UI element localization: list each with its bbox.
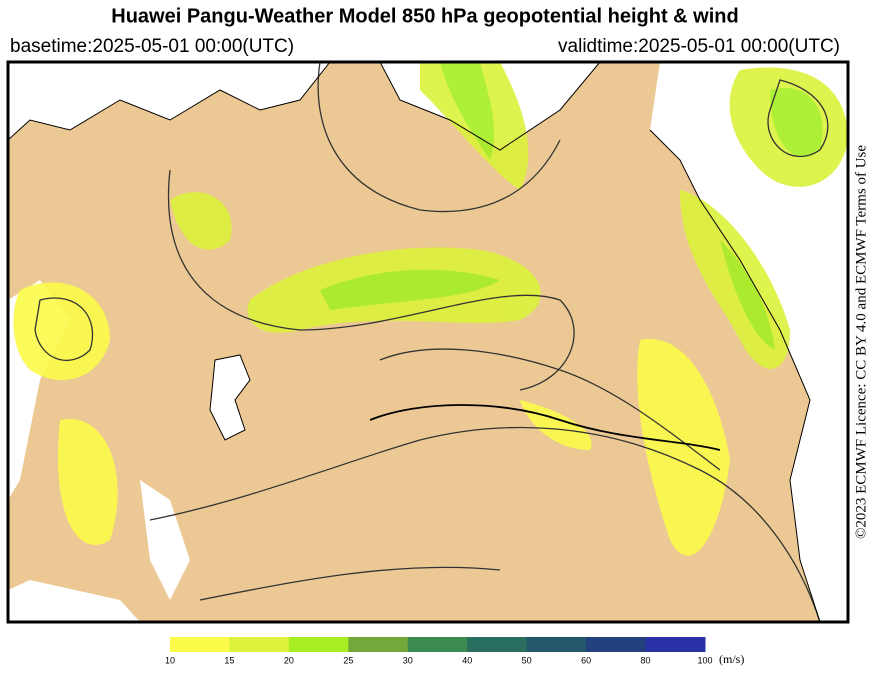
pacific xyxy=(650,62,848,622)
map xyxy=(6,60,850,624)
credit: ©2023 ECMWF Licence: CC BY 4.0 and ECMWF… xyxy=(853,145,869,539)
arctic-sea xyxy=(8,62,330,140)
colorbar-segment xyxy=(348,637,409,652)
colorbar-tick-label: 20 xyxy=(284,655,294,665)
colorbar-unit: (m/s) xyxy=(719,652,744,666)
colorbar-segment xyxy=(645,637,706,652)
colorbar-tick-label: 25 xyxy=(343,655,353,665)
validtime: validtime:2025-05-01 00:00(UTC) xyxy=(558,36,840,57)
colorbar-segment xyxy=(586,637,647,652)
height-contours xyxy=(34,62,829,622)
colorbar-segment xyxy=(288,637,349,652)
map-frame xyxy=(6,60,850,624)
colorbar-segment xyxy=(467,637,528,652)
colorbar-tick-label: 30 xyxy=(403,655,413,665)
caspian-sea xyxy=(210,355,250,440)
colorbar-segment xyxy=(526,637,587,652)
colorbar-tick-label: 80 xyxy=(641,655,651,665)
colorbar-segment xyxy=(407,637,468,652)
basetime: basetime:2025-05-01 00:00(UTC) xyxy=(10,36,294,57)
wind-areas xyxy=(13,62,848,556)
coastlines xyxy=(8,62,821,622)
title: Huawei Pangu-Weather Model 850 hPa geopo… xyxy=(111,5,738,27)
red-sea xyxy=(140,480,190,600)
colorbar-segment xyxy=(170,637,230,652)
colorbar-tick-label: 50 xyxy=(522,655,532,665)
colorbar-tick-label: 40 xyxy=(462,655,472,665)
colorbar-tick-label: 60 xyxy=(581,655,591,665)
colorbar-segment xyxy=(229,637,290,652)
colorbar: 10 15 20 25 30 40 50 60 80 100 (m/s) xyxy=(165,637,744,666)
colorbar-tick-label: 100 xyxy=(697,655,712,665)
colorbar-tick-label: 15 xyxy=(224,655,234,665)
colorbar-tick-label: 10 xyxy=(165,655,175,665)
arabian-sea xyxy=(8,580,140,622)
